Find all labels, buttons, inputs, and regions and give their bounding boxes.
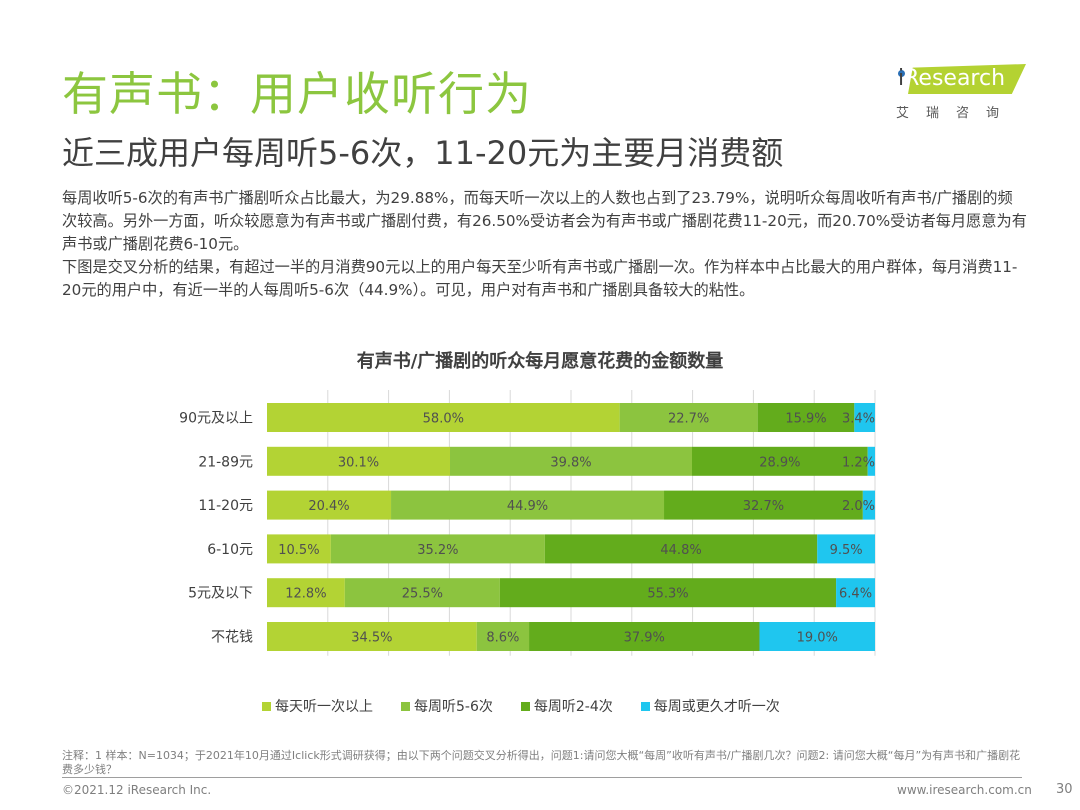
- data-label: 37.9%: [624, 631, 665, 646]
- legend-label: 每周或更久才听一次: [653, 699, 780, 715]
- data-label: 44.8%: [660, 543, 701, 558]
- bar-segment: [267, 622, 477, 651]
- bar-segment: [836, 578, 875, 608]
- bar-segment: [344, 578, 500, 608]
- bar-segment: [817, 534, 875, 564]
- data-label: 28.9%: [759, 455, 800, 470]
- legend-swatch-icon: [262, 701, 271, 711]
- data-label: 25.5%: [402, 587, 443, 602]
- data-label: 8.6%: [486, 631, 519, 646]
- bar-segment: [476, 622, 530, 651]
- legend-label: 每天听一次以上: [275, 699, 373, 715]
- data-label: 2.0%: [842, 499, 875, 514]
- bar-segment: [450, 446, 692, 476]
- logo-background-shape: [908, 64, 1026, 94]
- data-label: 58.0%: [423, 412, 464, 427]
- bar-segment: [267, 578, 345, 608]
- data-label: 39.8%: [550, 455, 591, 470]
- page-subtitle: 近三成用户每周听5-6次，11-20元为主要月消费额: [62, 134, 784, 172]
- website-link[interactable]: www.iresearch.com.cn: [897, 783, 1032, 797]
- bar-segment: [267, 446, 451, 476]
- category-label: 6-10元: [207, 542, 253, 558]
- chart-legend: 每天听一次以上 每周听5-6次 每周听2-4次 每周或更久才听一次: [262, 696, 780, 716]
- data-label: 12.8%: [285, 587, 326, 602]
- chart-title: 有声书/广播剧的听众每月愿意花费的金额数量: [356, 351, 724, 372]
- logo-wordmark-i: i: [898, 66, 905, 91]
- bar-segment: [691, 446, 868, 476]
- page-title: 有声书：用户收听行为: [62, 67, 532, 121]
- data-label: 3.4%: [842, 412, 875, 427]
- category-label: 21-89元: [198, 454, 253, 470]
- legend-label: 每周听5-6次: [414, 699, 493, 715]
- stacked-bar-chart: 58.0% 22.7% 15.9% 3.4% 30.1% 39.8% 28.9% 1.2% 20…: [179, 390, 876, 656]
- data-label: 6.4%: [839, 587, 872, 602]
- data-label: 44.9%: [507, 499, 548, 514]
- bar-segment: [330, 534, 545, 564]
- legend-item: 每周听2-4次: [520, 696, 613, 716]
- bar-segment: [267, 534, 331, 564]
- footnote: 注释：1 样本：N=1034；于2021年10月通过Iclick形式调研获得；由…: [62, 749, 1021, 776]
- summary-paragraph-2: 下图是交叉分析的结果，有超过一半的月消费90元以上的用户每天至少听有声书或广播剧…: [62, 258, 1018, 299]
- legend-swatch-icon: [401, 701, 410, 711]
- chart-gridlines: [327, 390, 876, 656]
- bar-segment: [664, 490, 863, 520]
- data-label: 32.7%: [743, 499, 784, 514]
- legend-swatch-icon: [520, 701, 530, 711]
- data-label: 9.5%: [830, 543, 863, 558]
- legend-item: 每周听5-6次: [401, 696, 493, 716]
- legend-item: 每天听一次以上: [262, 696, 373, 716]
- summary-paragraph-1: 每周收听5-6次的有声书广播剧听众占比最大，为29.88%，而每天听一次以上的人…: [62, 189, 1027, 253]
- bar-segment: [757, 403, 855, 432]
- bar-segment: [867, 446, 875, 476]
- logo-chinese-name: 艾瑞咨询: [896, 106, 1017, 121]
- bar-segment: [267, 403, 620, 432]
- summary-text: 每周收听5-6次的有声书广播剧听众占比最大，为29.88%，而每天听一次以上的人…: [62, 187, 1027, 302]
- data-label: 34.5%: [351, 631, 392, 646]
- data-label: 55.3%: [647, 587, 688, 602]
- chart-bars: 58.0% 22.7% 15.9% 3.4% 30.1% 39.8% 28.9% 1.2% 20…: [267, 403, 875, 651]
- category-label: 5元及以下: [188, 586, 253, 602]
- bar-segment: [544, 534, 818, 564]
- data-label: 20.4%: [308, 499, 349, 514]
- bar-segment: [499, 578, 837, 608]
- data-label: 19.0%: [797, 631, 838, 646]
- category-label: 不花钱: [211, 630, 253, 646]
- legend-label: 每周听2-4次: [533, 699, 613, 715]
- bar-segment: [759, 622, 875, 651]
- bar-segment: [267, 490, 392, 520]
- data-label: 15.9%: [785, 412, 826, 427]
- data-label: 1.2%: [842, 455, 875, 470]
- bar-segment: [391, 490, 665, 520]
- data-label: 10.5%: [278, 543, 319, 558]
- bar-segment: [862, 490, 875, 520]
- logo-wordmark: iResearch: [898, 66, 1005, 91]
- data-label: 35.2%: [417, 543, 458, 558]
- bar-segment: [854, 403, 875, 432]
- data-label: 22.7%: [668, 412, 709, 427]
- bar-segment: [529, 622, 760, 651]
- legend-item: 每周或更久才听一次: [640, 696, 780, 716]
- logo-dot-icon: [898, 70, 905, 77]
- footer-divider: [62, 777, 1022, 778]
- page-number: 30: [1056, 782, 1073, 797]
- copyright: ©2021.12 iResearch Inc.: [62, 783, 212, 797]
- logo-wordmark-rest: Research: [904, 66, 1006, 91]
- legend-swatch-icon: [640, 701, 650, 711]
- bar-segment: [619, 403, 758, 432]
- iresearch-logo: iResearch 艾瑞咨询: [894, 58, 1034, 128]
- category-label: 11-20元: [198, 498, 253, 514]
- data-label: 30.1%: [338, 455, 379, 470]
- category-label: 90元及以上: [179, 411, 253, 427]
